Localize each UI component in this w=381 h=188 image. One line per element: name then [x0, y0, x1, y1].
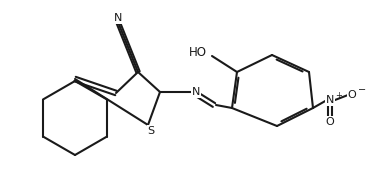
Text: HO: HO: [189, 45, 207, 58]
Text: +: +: [335, 90, 342, 99]
Text: O: O: [326, 117, 335, 127]
Text: O: O: [347, 90, 356, 100]
Text: N: N: [326, 95, 334, 105]
Text: N: N: [114, 13, 122, 23]
Text: N: N: [192, 87, 200, 97]
Text: −: −: [358, 85, 366, 95]
Text: S: S: [147, 126, 155, 136]
